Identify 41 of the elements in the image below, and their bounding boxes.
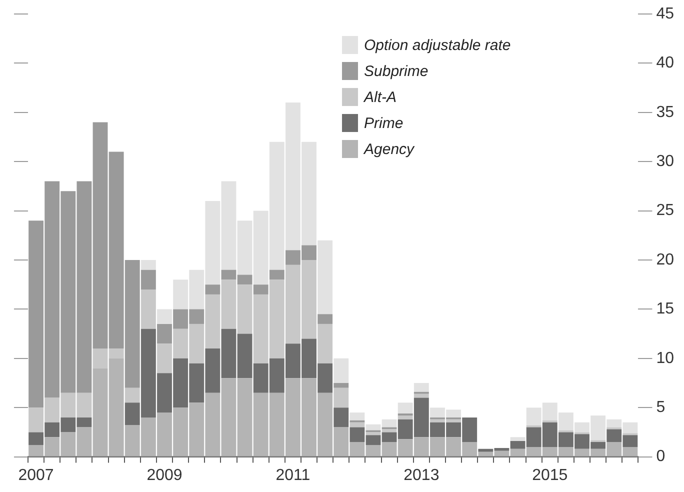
bar xyxy=(140,290,156,329)
y-tick-label: 10 xyxy=(656,350,674,367)
bar xyxy=(366,432,381,436)
x-tick-label: 2009 xyxy=(146,466,182,484)
x-tick-label: 2013 xyxy=(404,466,440,484)
bar xyxy=(124,388,140,403)
bar xyxy=(382,429,397,432)
y-tick-label: 0 xyxy=(656,448,666,466)
y-tick-label: 15 xyxy=(656,300,674,318)
y-tick-label: 20 xyxy=(656,251,674,268)
y-tick-label: 45 xyxy=(656,5,674,22)
y-tick-label: 40 xyxy=(656,54,674,72)
bar xyxy=(510,437,526,442)
y-tick-label: 5 xyxy=(656,399,666,416)
bar xyxy=(269,270,284,280)
x-tick-label: 2007 xyxy=(18,466,54,484)
legend-label: Prime xyxy=(364,114,404,132)
legend-label: Agency xyxy=(364,140,414,158)
legend-label: Alt-A xyxy=(364,88,397,106)
x-tick-label: 2011 xyxy=(276,466,310,484)
bar xyxy=(414,394,429,398)
x-tick-label: 2015 xyxy=(532,466,568,484)
bar xyxy=(253,284,268,294)
y-tick-label: 35 xyxy=(656,104,674,121)
bar xyxy=(398,402,413,414)
bar xyxy=(205,284,220,294)
y-tick-label: 25 xyxy=(656,202,674,220)
bar xyxy=(414,383,429,392)
legend-label: Option adjustable rate xyxy=(364,36,511,54)
bar xyxy=(334,358,349,383)
bar xyxy=(334,408,349,428)
bar xyxy=(334,388,349,408)
bar xyxy=(140,260,156,270)
bar xyxy=(398,415,413,420)
bar xyxy=(350,412,365,420)
bar xyxy=(157,309,172,324)
bar xyxy=(318,314,333,324)
legend-label: Subprime xyxy=(364,62,428,80)
bar xyxy=(334,383,349,388)
bar xyxy=(350,422,365,428)
y-tick-label: 30 xyxy=(656,153,674,170)
